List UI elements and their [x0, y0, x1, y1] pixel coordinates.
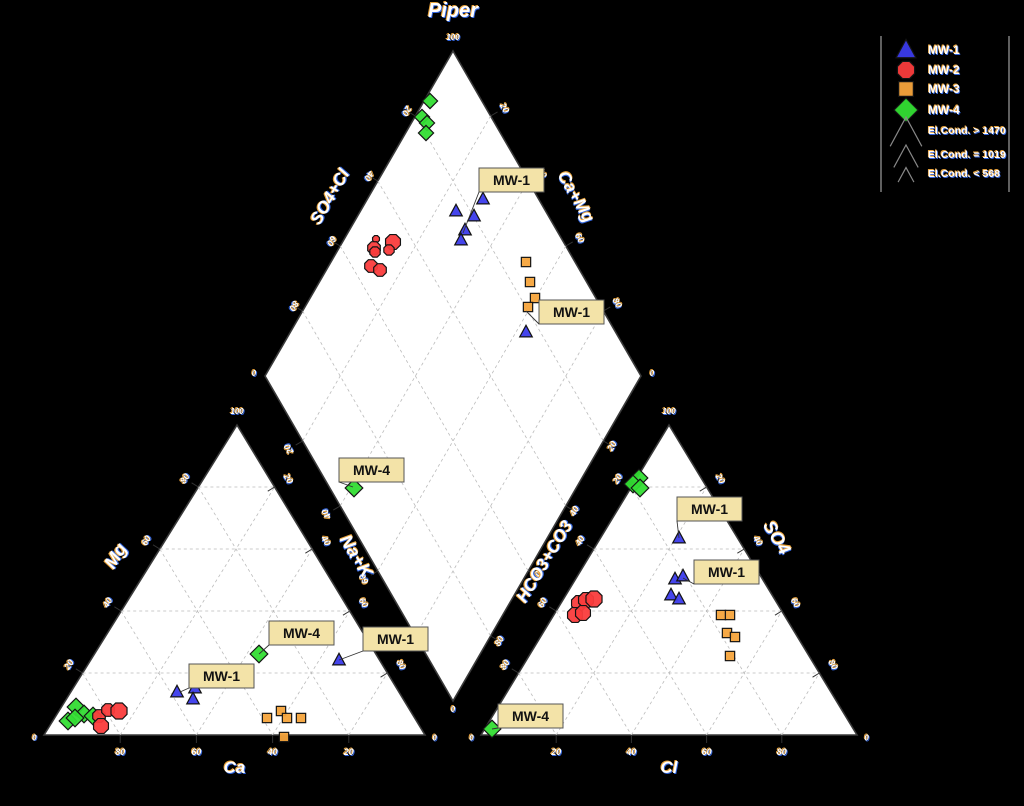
svg-text:100: 100: [662, 407, 676, 416]
svg-text:Cl: Cl: [661, 758, 679, 777]
svg-text:0: 0: [451, 705, 456, 714]
svg-text:80: 80: [115, 747, 125, 757]
svg-text:MW-4: MW-4: [283, 625, 320, 641]
svg-text:20: 20: [610, 472, 624, 487]
svg-text:0: 0: [864, 733, 869, 742]
svg-text:MW-3: MW-3: [928, 82, 960, 96]
svg-text:Piper: Piper: [428, 0, 479, 22]
svg-text:40: 40: [267, 747, 278, 757]
svg-text:El.Cond. < 568: El.Cond. < 568: [928, 168, 1000, 180]
svg-text:MW-4: MW-4: [928, 103, 960, 117]
svg-text:20: 20: [550, 747, 561, 757]
svg-text:MW-1: MW-1: [377, 631, 414, 647]
svg-text:MW-1: MW-1: [553, 304, 590, 320]
svg-text:40: 40: [625, 747, 636, 757]
svg-text:20: 20: [62, 658, 76, 673]
svg-text:80: 80: [777, 747, 787, 757]
svg-text:MW-2: MW-2: [928, 63, 960, 77]
svg-text:0: 0: [252, 369, 257, 378]
svg-text:0: 0: [650, 369, 655, 378]
svg-text:0: 0: [32, 733, 37, 742]
svg-text:0: 0: [432, 733, 437, 742]
svg-text:40: 40: [573, 534, 587, 549]
svg-text:Ca: Ca: [224, 758, 246, 777]
svg-text:100: 100: [446, 33, 460, 42]
svg-text:20: 20: [713, 471, 727, 486]
svg-text:MW-1: MW-1: [708, 564, 745, 580]
svg-text:El.Cond. = 1019: El.Cond. = 1019: [928, 149, 1006, 161]
svg-text:MW-1: MW-1: [203, 668, 240, 684]
svg-text:40: 40: [100, 596, 114, 611]
svg-text:40: 40: [750, 533, 764, 548]
svg-text:MW-1: MW-1: [928, 43, 960, 57]
svg-text:El.Cond. > 1470: El.Cond. > 1470: [928, 125, 1006, 137]
svg-text:60: 60: [702, 747, 712, 757]
svg-text:60: 60: [191, 747, 201, 757]
svg-text:20: 20: [281, 471, 295, 486]
svg-text:Mg: Mg: [100, 540, 131, 573]
svg-text:20: 20: [343, 747, 354, 757]
svg-text:MW-1: MW-1: [691, 501, 728, 517]
svg-text:MW-4: MW-4: [512, 708, 549, 724]
svg-text:MW-4: MW-4: [353, 462, 390, 478]
svg-text:40: 40: [318, 533, 332, 548]
svg-text:100: 100: [230, 407, 244, 416]
svg-text:0: 0: [469, 733, 474, 742]
svg-text:MW-1: MW-1: [493, 172, 530, 188]
